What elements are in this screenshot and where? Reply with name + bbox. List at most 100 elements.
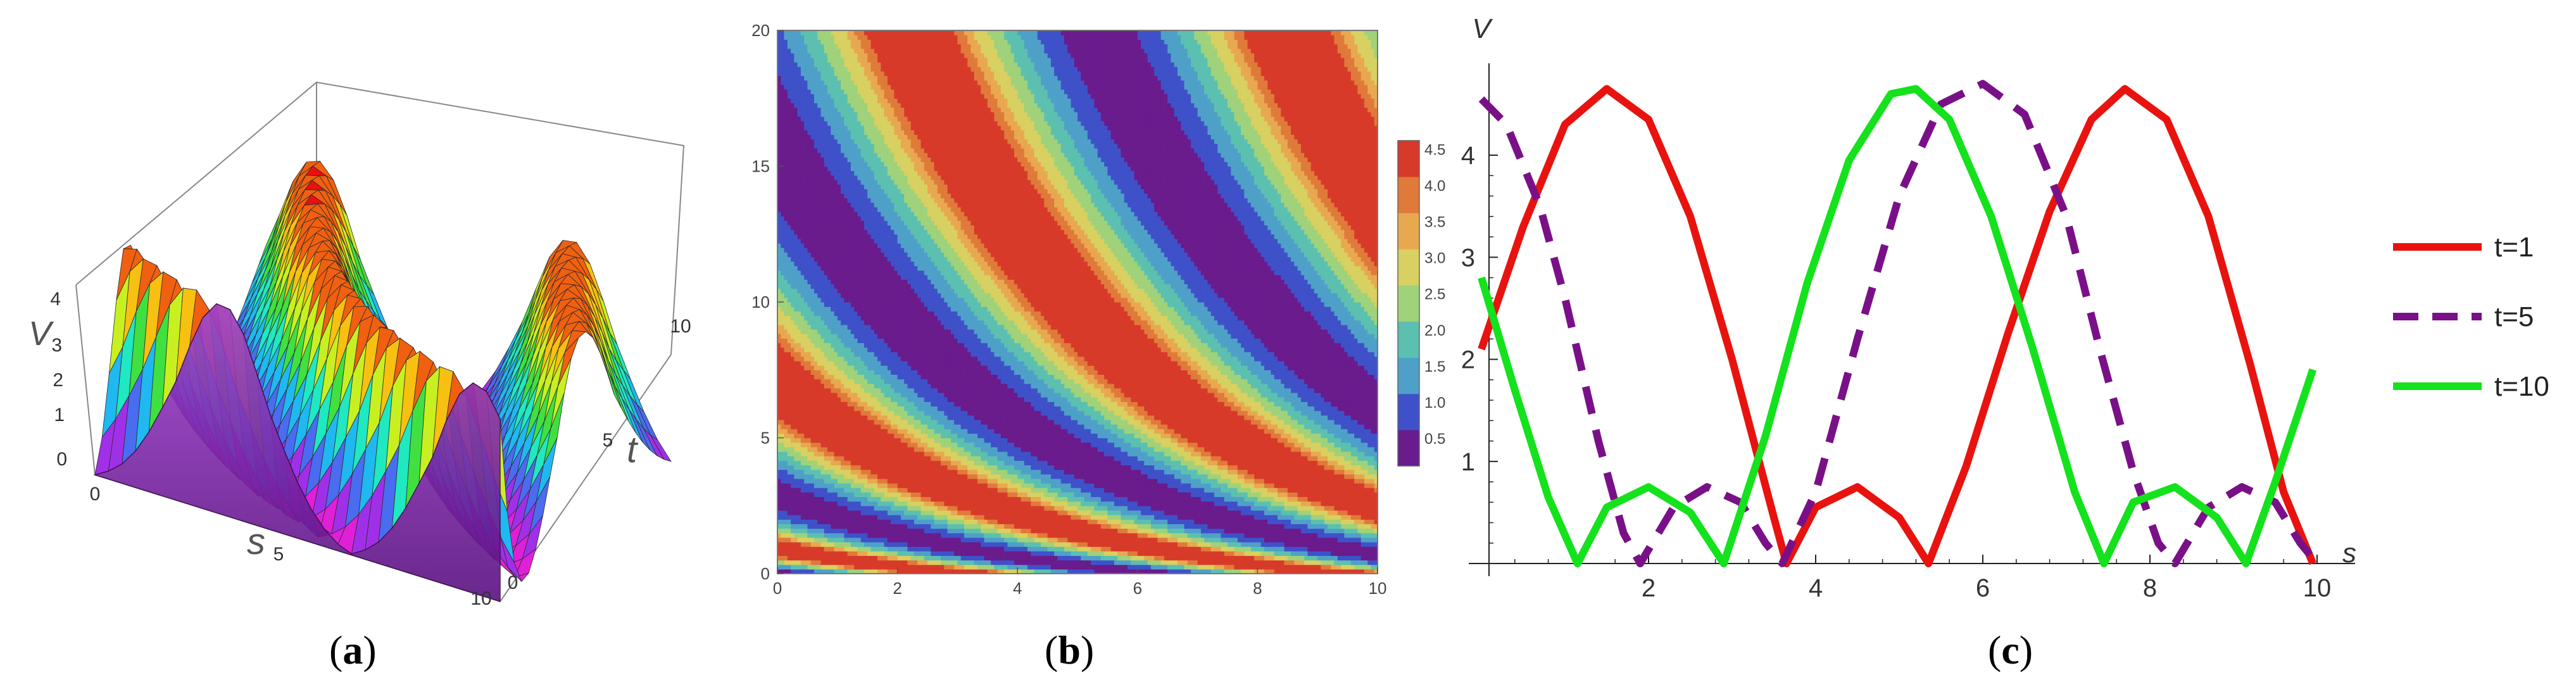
contour-cell <box>1264 537 1268 543</box>
contour-cell <box>1060 492 1065 498</box>
contour-cell <box>1054 524 1058 529</box>
contour-cell <box>944 541 948 547</box>
contour-cell <box>1167 505 1172 511</box>
contour-cell <box>944 519 948 524</box>
contour-cell <box>891 551 895 556</box>
contour-cell <box>787 537 791 543</box>
contour-cell <box>997 560 1002 565</box>
contour-cell <box>894 474 898 479</box>
contour-cell <box>1167 469 1172 475</box>
contour-cell <box>1031 510 1035 515</box>
contour-cell <box>1371 510 1375 515</box>
contour-cell <box>884 515 888 520</box>
contour-cell <box>787 474 791 479</box>
contour-cell <box>1278 488 1281 493</box>
contour-cell <box>824 541 828 547</box>
contour-cell <box>1044 546 1048 551</box>
contour-cell <box>1371 519 1375 524</box>
contour-cell <box>1107 537 1112 543</box>
contour-cell <box>1200 483 1205 488</box>
contour-cell <box>1081 528 1085 534</box>
contour-cell <box>1117 560 1122 565</box>
contour-cell <box>1367 546 1372 551</box>
contour-cell <box>1344 564 1348 570</box>
contour-cell <box>1181 478 1185 484</box>
contour-cell <box>914 528 918 534</box>
contour-cell <box>857 483 862 488</box>
contour-cell <box>1267 505 1272 511</box>
contour-cell <box>1021 465 1025 470</box>
contour-cell <box>1197 569 1202 574</box>
contour-cell <box>791 546 795 551</box>
contour-cell <box>1071 483 1075 488</box>
contour-cell <box>1344 510 1348 515</box>
contour-cell <box>847 474 851 479</box>
contour-cell <box>1054 541 1058 547</box>
contour-cell <box>834 528 838 534</box>
contour-cell <box>1141 564 1145 570</box>
contour-cell <box>787 515 791 520</box>
contour-cell <box>1104 541 1108 547</box>
contour-cell <box>1157 501 1162 507</box>
contour-cell <box>881 515 885 520</box>
contour-cell <box>1194 528 1198 534</box>
contour-cell <box>1204 505 1208 511</box>
contour-cell <box>867 465 872 470</box>
contour-cell <box>937 465 941 470</box>
contour-cell <box>941 528 945 534</box>
contour-cell <box>874 541 878 547</box>
contour-cell <box>974 469 978 475</box>
contour-cell <box>867 551 872 556</box>
contour-cell <box>1150 555 1155 561</box>
contour-cell <box>1087 505 1091 511</box>
contour-cell <box>1287 546 1291 551</box>
contour-cell <box>1064 528 1068 534</box>
contour-cell <box>1321 560 1325 565</box>
contour-cell <box>941 551 945 556</box>
contour-cell <box>1257 488 1262 493</box>
contour-cell <box>1160 532 1165 538</box>
contour-cell <box>777 492 781 498</box>
contour-cell <box>1341 555 1345 561</box>
contour-cell <box>1107 496 1112 502</box>
contour-cell <box>1117 546 1122 551</box>
contour-cell <box>827 555 831 561</box>
contour-cell <box>804 560 808 565</box>
z-tick: 0 <box>56 449 67 470</box>
contour-cell <box>1194 546 1198 551</box>
contour-cell <box>1150 469 1155 475</box>
contour-cell <box>1257 551 1262 556</box>
contour-cell <box>1350 519 1355 524</box>
contour-cell <box>1097 519 1102 524</box>
contour-cell <box>1044 488 1048 493</box>
contour-cell <box>1374 537 1378 543</box>
contour-cell <box>1274 488 1278 493</box>
contour-cell <box>997 492 1002 498</box>
contour-cell <box>1310 524 1315 529</box>
contour-cell <box>950 524 955 529</box>
contour-cell <box>787 551 791 556</box>
contour-cell <box>1194 483 1198 488</box>
contour-cell <box>1074 474 1078 479</box>
contour-cell <box>1317 564 1322 570</box>
contour-cell <box>1360 537 1365 543</box>
contour-cell <box>1328 510 1331 515</box>
contour-cell <box>1174 537 1178 543</box>
contour-cell <box>781 551 785 556</box>
contour-cell <box>781 537 785 543</box>
contour-cell <box>981 560 985 565</box>
contour-cell <box>907 532 912 538</box>
contour-cell <box>1150 505 1155 511</box>
contour-cell <box>1187 488 1191 493</box>
contour-cell <box>1328 528 1331 534</box>
caption-a: (a) <box>329 627 377 674</box>
contour-cell <box>920 488 925 493</box>
contour-cell <box>820 515 825 520</box>
contour-cell <box>1354 564 1358 570</box>
contour-cell <box>1117 537 1122 543</box>
contour-cell <box>1317 560 1322 565</box>
contour-cell <box>887 496 891 502</box>
contour-cell <box>877 483 881 488</box>
contour-cell <box>987 469 991 475</box>
contour-cell <box>950 551 955 556</box>
